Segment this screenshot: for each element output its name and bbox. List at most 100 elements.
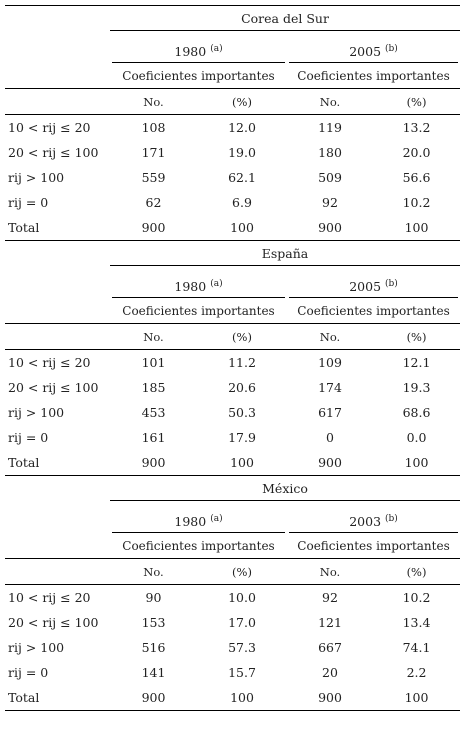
- year-cell: 1980 (a): [110, 266, 287, 298]
- data-row: 20 < rij ≤ 100 185 20.6 174 19.3: [5, 375, 460, 400]
- cell-value: 100: [373, 450, 461, 476]
- year-row: 1980 (a) 2005 (b): [5, 31, 460, 64]
- header-row: No. (%) No. (%): [5, 88, 461, 115]
- cell-value: 100: [373, 685, 461, 711]
- subheader: Coeficientes importantes: [287, 298, 461, 324]
- year-cell: 1980 (a): [110, 31, 287, 63]
- row-label: rij > 100: [8, 640, 65, 655]
- cell-value: 453: [141, 405, 166, 420]
- cell-value: 559: [141, 170, 166, 185]
- cell-value: 10.2: [402, 195, 431, 210]
- empty-cell: [5, 475, 110, 501]
- subheader: Coeficientes importantes: [287, 533, 461, 559]
- subheader: Coeficientes importantes: [110, 298, 287, 324]
- country-row: España: [5, 240, 461, 266]
- cell-value: 185: [141, 380, 166, 395]
- data-row: Total 900 100 900 100: [5, 450, 461, 476]
- data-row: 10 < rij ≤ 20 101 11.2 109 12.1: [5, 350, 460, 376]
- data-row: Total 900 100 900 100: [5, 215, 461, 241]
- cell-value: 74.1: [402, 640, 431, 655]
- cell-value: 57.3: [228, 640, 256, 655]
- cell-value: 109: [318, 355, 342, 370]
- cell-value: 90: [145, 590, 162, 605]
- year-wrap: 2005 (b): [289, 43, 459, 63]
- cell-value: 50.3: [228, 405, 256, 420]
- row-label: rij = 0: [8, 430, 49, 445]
- row-label: 20 < rij ≤ 100: [8, 615, 99, 630]
- header-row: No. (%) No. (%): [5, 323, 461, 350]
- cell-value: 100: [197, 450, 287, 476]
- empty-cell: [5, 298, 110, 324]
- cell-value: 20: [322, 665, 338, 680]
- empty-cell: [5, 31, 110, 64]
- cell-value: 10.2: [402, 590, 431, 605]
- country-row: Corea del Sur: [5, 5, 461, 31]
- subheader-row: Coeficientes importantes Coeficientes imp…: [5, 298, 461, 324]
- note: (b): [385, 43, 398, 54]
- empty-cell: [5, 558, 110, 585]
- cell-value: 2.2: [406, 665, 427, 680]
- empty-cell: [5, 5, 110, 31]
- cell-value: 100: [197, 215, 287, 241]
- data-row: 20 < rij ≤ 100 171 19.0 180 20.0: [5, 140, 460, 165]
- cell-value: 13.4: [402, 615, 431, 630]
- cell-value: 0.0: [406, 430, 427, 445]
- year: 1980: [174, 514, 207, 529]
- cell-value: 108: [141, 120, 166, 135]
- column-header: (%): [197, 558, 287, 585]
- subheader: Coeficientes importantes: [110, 533, 287, 559]
- cell-value: 900: [110, 215, 197, 241]
- cell-value: 900: [287, 450, 373, 476]
- row-label: 10 < rij ≤ 20: [8, 590, 91, 605]
- cell-value: 20.0: [402, 145, 431, 160]
- cell-value: 12.1: [402, 355, 431, 370]
- country-row: México: [5, 475, 461, 501]
- row-label: rij > 100: [8, 405, 65, 420]
- header-row: No. (%) No. (%): [5, 558, 461, 585]
- cell-value: 174: [318, 380, 342, 395]
- year-cell: 2005 (b): [287, 31, 460, 63]
- column-header: (%): [373, 323, 461, 350]
- cell-value: 100: [373, 215, 461, 241]
- data-row: rij = 0 141 15.7 20 2.2: [5, 660, 460, 685]
- cell-value: 667: [318, 640, 342, 655]
- cell-value: 12.0: [228, 120, 256, 135]
- column-header: (%): [197, 88, 287, 115]
- cell-value: 900: [110, 450, 197, 476]
- cell-value: 617: [318, 405, 342, 420]
- column-header: No.: [287, 88, 373, 115]
- cell-value: 92: [322, 590, 338, 605]
- empty-cell: [5, 240, 110, 266]
- year: 2005: [349, 279, 382, 294]
- year-wrap: 1980 (a): [112, 44, 285, 63]
- cell-value: 11.2: [228, 355, 256, 370]
- cell-value: 17.9: [228, 430, 256, 445]
- data-row: 20 < rij ≤ 100 153 17.0 121 13.4: [5, 610, 460, 635]
- cell-value: 100: [197, 685, 287, 711]
- subheader: Coeficientes importantes: [110, 63, 287, 89]
- cell-value: 17.0: [228, 615, 256, 630]
- year-cell: 2003 (b): [287, 501, 460, 533]
- column-header: (%): [373, 88, 461, 115]
- column-header: No.: [287, 323, 373, 350]
- data-row: rij > 100 516 57.3 667 74.1: [5, 635, 460, 660]
- note: (b): [385, 278, 398, 289]
- cell-value: 180: [318, 145, 342, 160]
- cell-value: 15.7: [228, 665, 256, 680]
- empty-cell: [5, 63, 110, 89]
- subheader-row: Coeficientes importantes Coeficientes imp…: [5, 533, 461, 559]
- data-row: rij = 0 161 17.9 0 0.0: [5, 425, 460, 450]
- row-label: 10 < rij ≤ 20: [8, 355, 91, 370]
- country-name: Corea del Sur: [110, 5, 461, 31]
- row-label: 10 < rij ≤ 20: [8, 120, 91, 135]
- cell-value: 161: [141, 430, 166, 445]
- cell-value: 119: [318, 120, 342, 135]
- year: 2003: [349, 514, 382, 529]
- note: (a): [210, 278, 223, 289]
- subheader: Coeficientes importantes: [287, 63, 461, 89]
- year-cell: 1980 (a): [110, 501, 287, 533]
- row-label: Total: [5, 450, 110, 476]
- column-header: No.: [110, 323, 197, 350]
- data-row: 10 < rij ≤ 20 90 10.0 92 10.2: [5, 585, 460, 611]
